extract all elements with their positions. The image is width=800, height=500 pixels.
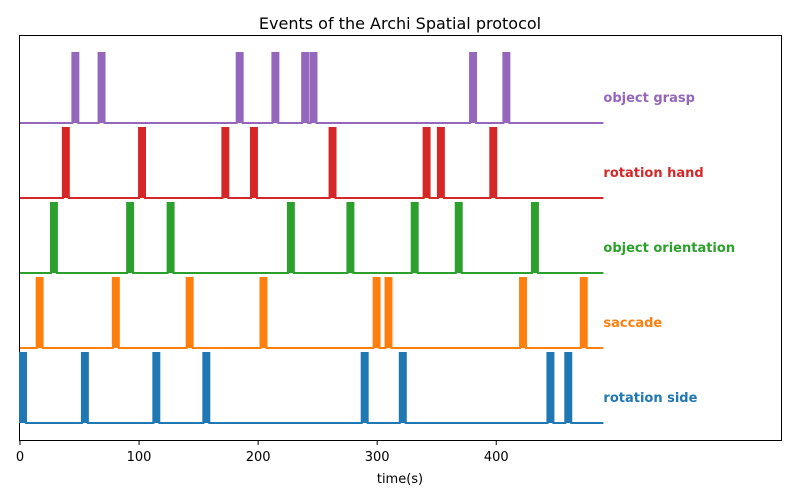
event-pulse-rotation-hand-7 (490, 128, 497, 198)
x-tick-label: 0 (16, 450, 24, 465)
event-pulse-rotation-hand-6 (437, 128, 444, 198)
event-pulse-object-grasp-1 (98, 53, 105, 123)
series-label-object-grasp: object grasp (603, 91, 695, 106)
event-pulse-rotation-hand-5 (423, 128, 430, 198)
event-pulse-rotation-hand-3 (250, 128, 257, 198)
x-tick-label: 200 (246, 450, 271, 465)
event-pulse-object-orientation-6 (455, 203, 462, 273)
event-pulse-object-grasp-2 (236, 53, 243, 123)
event-pulse-object-grasp-4 (302, 53, 309, 123)
event-pulse-object-grasp-3 (272, 53, 279, 123)
event-pulse-object-orientation-1 (127, 203, 134, 273)
series-line-object-orientation (20, 202, 604, 274)
event-pulse-rotation-hand-2 (222, 128, 229, 198)
event-pulse-saccade-7 (580, 278, 587, 348)
series-label-rotation-hand: rotation hand (603, 166, 703, 181)
series-label-layer: rotation side saccade object orientation ro… (603, 91, 735, 406)
event-pulse-object-grasp-6 (470, 53, 477, 123)
plot-frame (19, 35, 782, 441)
x-axis: 0 100 200 300 400 (16, 441, 509, 465)
event-pulse-saccade-1 (112, 278, 119, 348)
series-label-object-orientation: object orientation (603, 241, 735, 256)
event-pulse-rotation-side-7 (565, 353, 572, 423)
event-pulse-saccade-3 (260, 278, 267, 348)
event-pulse-rotation-hand-4 (329, 128, 336, 198)
x-axis-label: time(s) (377, 472, 423, 487)
series-layer (19, 52, 604, 424)
event-pulse-saccade-2 (186, 278, 193, 348)
event-pulse-rotation-side-5 (399, 353, 406, 423)
event-pulse-object-orientation-5 (411, 203, 418, 273)
event-pulse-object-orientation-0 (50, 203, 57, 273)
event-pulse-rotation-side-6 (547, 353, 554, 423)
event-pulse-saccade-4 (373, 278, 380, 348)
event-pulse-saccade-6 (520, 278, 527, 348)
event-pulse-object-orientation-2 (167, 203, 174, 273)
x-tick-label: 300 (365, 450, 390, 465)
series-label-rotation-side: rotation side (603, 391, 697, 406)
event-pulse-saccade-5 (385, 278, 392, 348)
series-line-rotation-side (19, 352, 604, 424)
event-pulse-rotation-side-0 (20, 353, 26, 423)
event-pulse-rotation-side-2 (153, 353, 160, 423)
event-pulse-rotation-hand-1 (139, 128, 146, 198)
event-pulse-rotation-side-4 (361, 353, 368, 423)
event-pulse-object-orientation-7 (531, 203, 538, 273)
event-pulse-object-orientation-3 (287, 203, 294, 273)
x-tick-label: 400 (484, 450, 509, 465)
chart-title: Events of the Archi Spatial protocol (259, 14, 541, 33)
series-line-rotation-hand (20, 127, 604, 199)
event-pulse-object-grasp-5 (310, 53, 317, 123)
event-pulse-rotation-hand-0 (62, 128, 69, 198)
series-line-saccade (20, 277, 604, 349)
event-pulse-object-grasp-7 (503, 53, 510, 123)
x-tick-label: 100 (127, 450, 152, 465)
event-pulse-rotation-side-3 (203, 353, 210, 423)
event-pulse-rotation-side-1 (81, 353, 88, 423)
event-pulse-object-grasp-0 (72, 53, 79, 123)
series-label-saccade: saccade (603, 316, 662, 331)
event-pulse-saccade-0 (36, 278, 43, 348)
event-pulse-object-orientation-4 (347, 203, 354, 273)
